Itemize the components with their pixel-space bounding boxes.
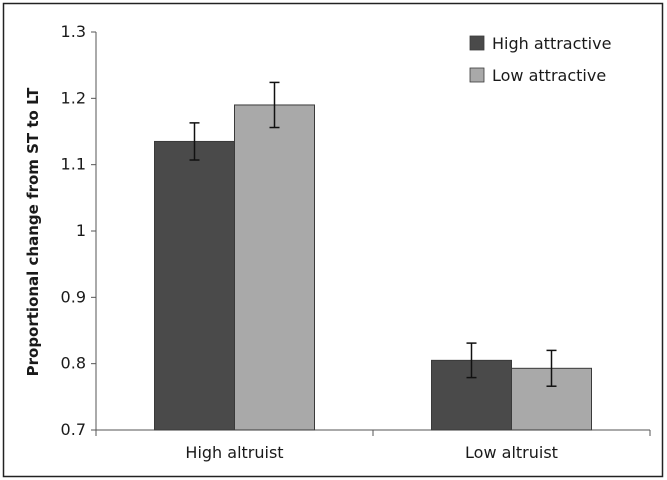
bar-series bbox=[154, 104, 592, 431]
y-tick-label: 1.2 bbox=[61, 88, 86, 107]
y-tick-label: 0.7 bbox=[61, 420, 86, 439]
y-tick-label: 1 bbox=[76, 221, 86, 240]
y-axis: 0.7 0.8 0.9 1 1.1 1.2 1.3 bbox=[61, 22, 97, 439]
y-axis-title: Proportional change from ST to LT bbox=[24, 87, 42, 377]
bar bbox=[234, 104, 315, 431]
bar bbox=[154, 140, 235, 431]
y-tick-label: 1.3 bbox=[61, 22, 86, 41]
x-category-label: Low altruist bbox=[465, 443, 558, 462]
legend-swatch bbox=[469, 35, 485, 51]
error-bars bbox=[189, 81, 557, 387]
legend-label: Low attractive bbox=[492, 66, 606, 85]
y-tick-label: 0.8 bbox=[61, 354, 86, 373]
y-tick-label: 1.1 bbox=[61, 155, 86, 174]
y-tick-label: 0.9 bbox=[61, 287, 86, 306]
legend: High attractive Low attractive bbox=[469, 34, 611, 85]
legend-label: High attractive bbox=[492, 34, 611, 53]
x-category-label: High altruist bbox=[185, 443, 283, 462]
legend-swatch bbox=[469, 67, 485, 83]
